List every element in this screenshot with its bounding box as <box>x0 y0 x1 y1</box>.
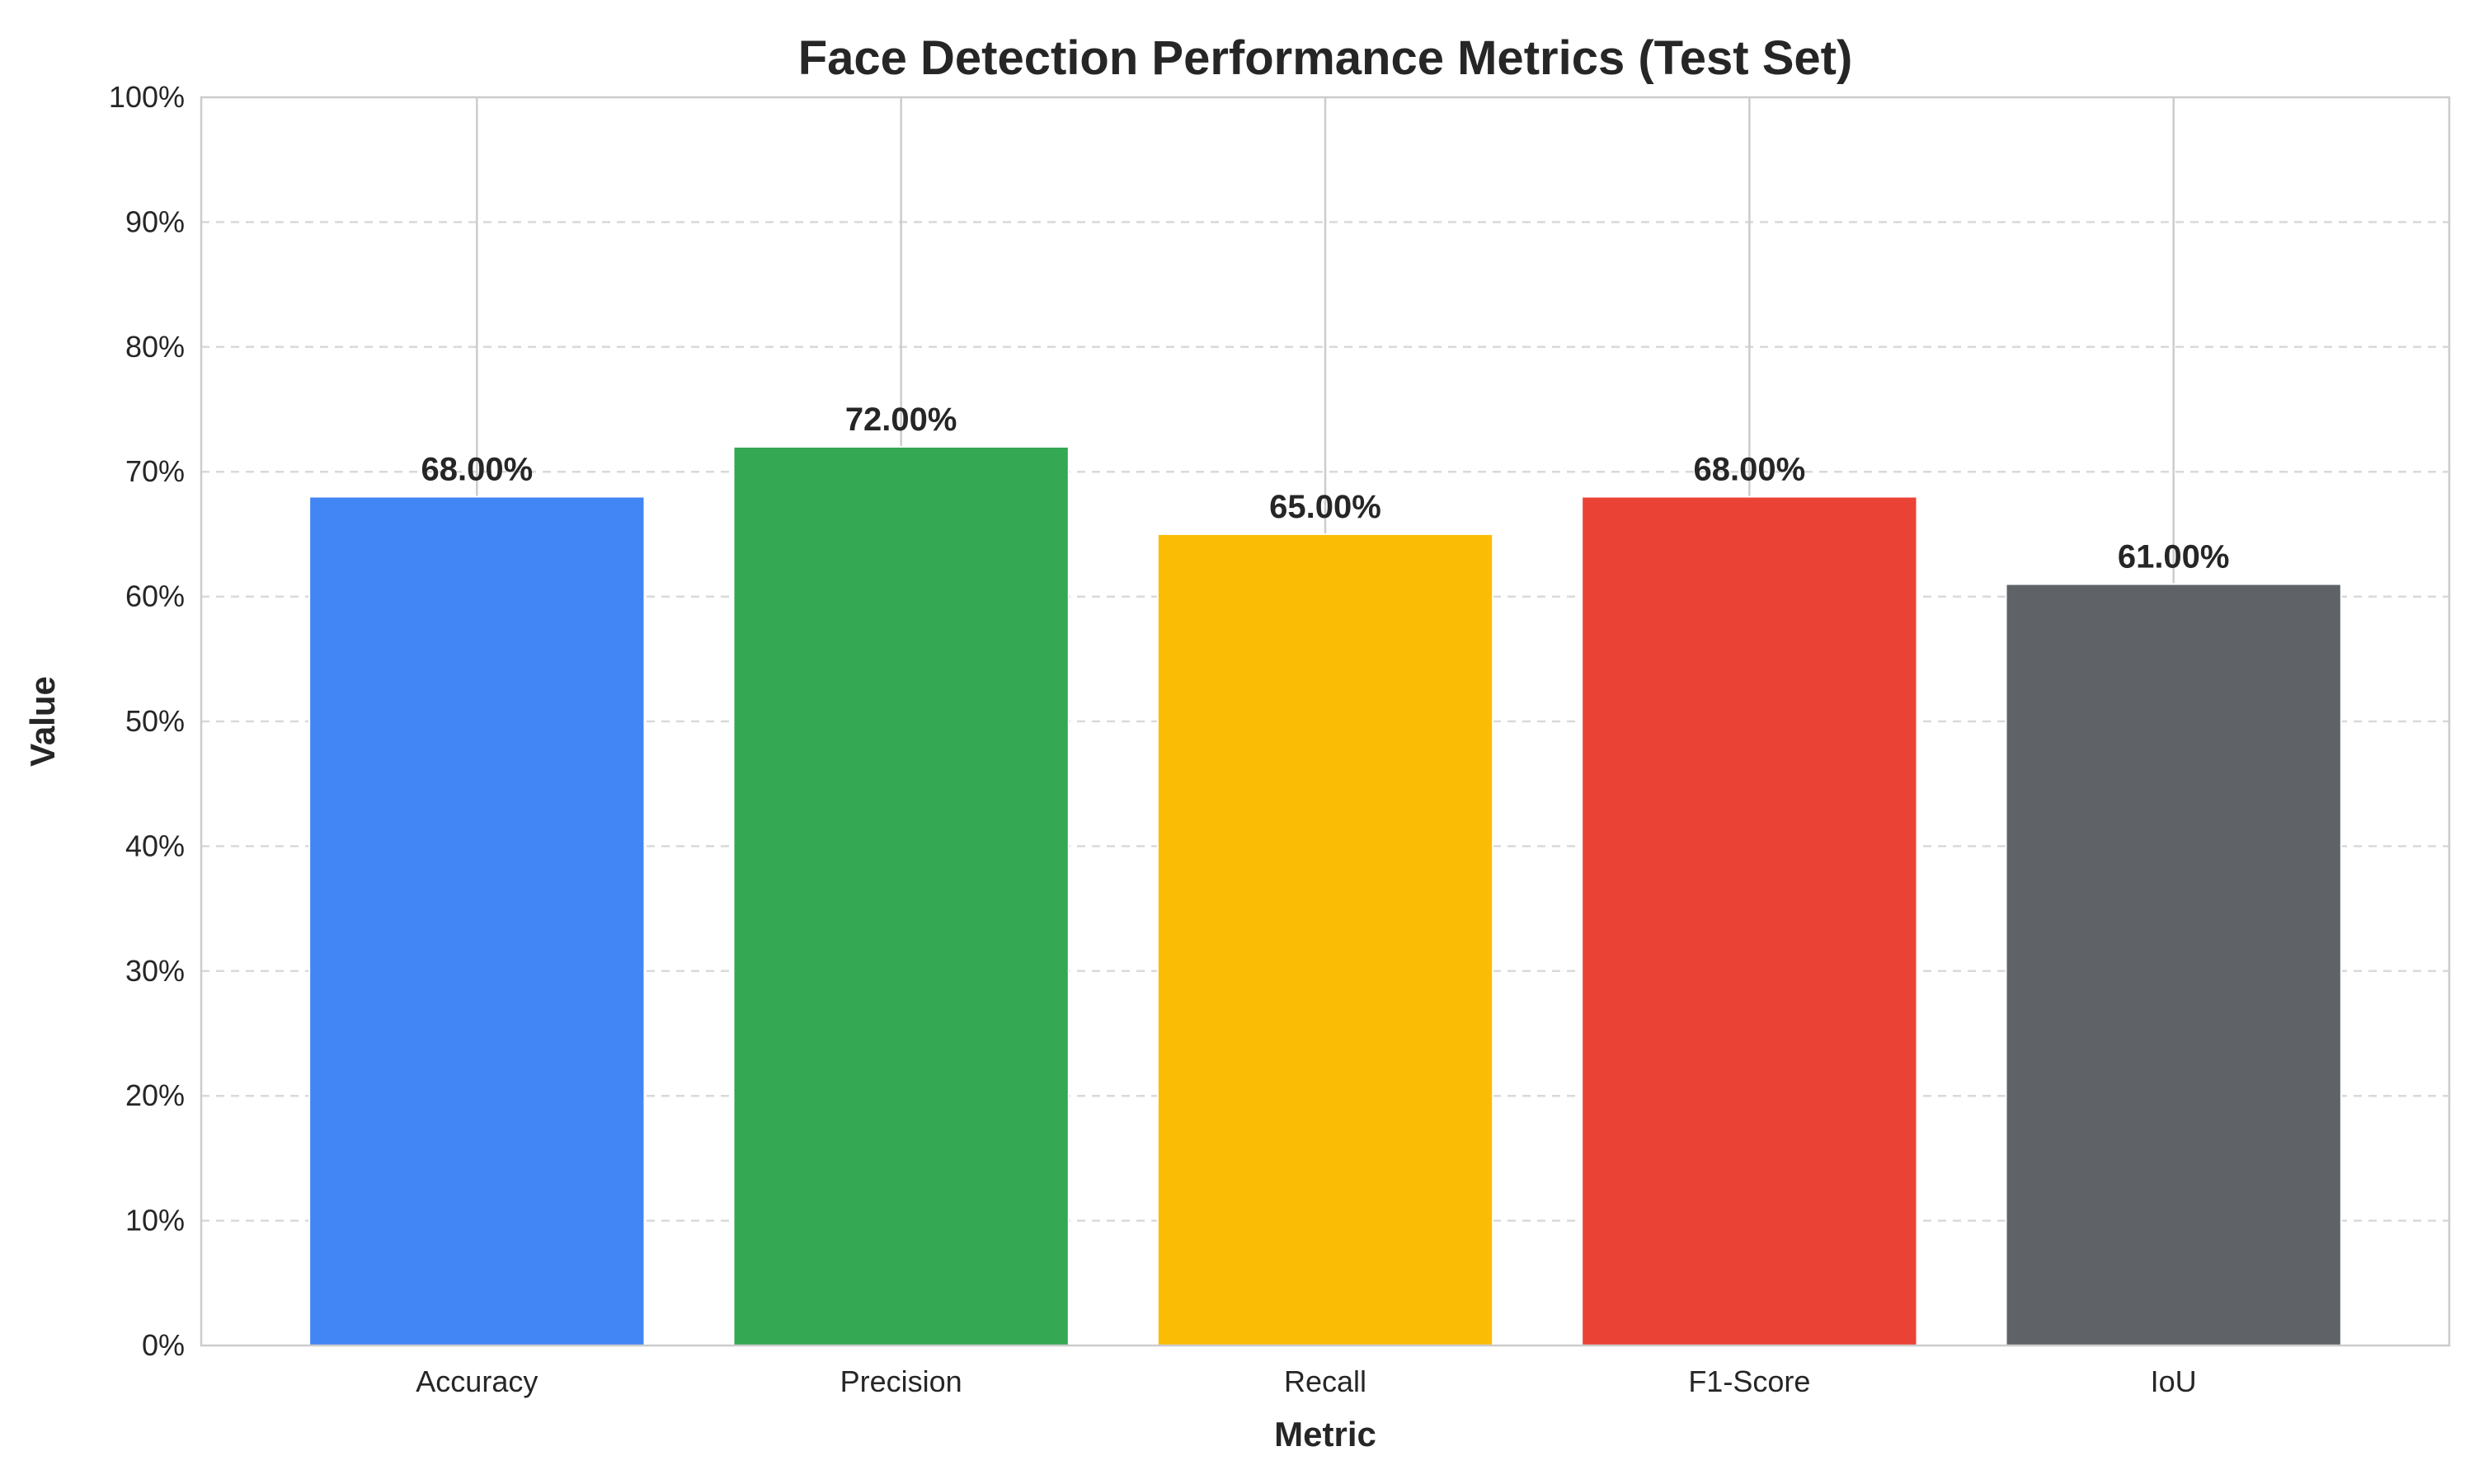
x-tick-label: Recall <box>1284 1364 1366 1398</box>
chart-title: Face Detection Performance Metrics (Test… <box>798 31 1853 85</box>
bar-accuracy <box>308 495 646 1346</box>
x-axis-title: Metric <box>1274 1415 1376 1453</box>
bars-layer <box>308 445 2342 1346</box>
y-tick-label: 50% <box>125 704 185 738</box>
y-tick-label: 10% <box>125 1204 185 1237</box>
y-tick-label: 100% <box>109 80 185 114</box>
bar-precision <box>732 445 1070 1346</box>
y-tick-label: 60% <box>125 580 185 613</box>
bar-iou <box>2005 583 2342 1346</box>
y-tick-label: 90% <box>125 204 185 238</box>
y-tick-label: 70% <box>125 454 185 488</box>
bar-value-label: 68.00% <box>1694 451 1806 487</box>
bar-recall <box>1156 533 1494 1346</box>
y-tick-label: 30% <box>125 954 185 988</box>
y-tick-label: 40% <box>125 829 185 862</box>
x-tick-label: Precision <box>840 1364 962 1398</box>
y-tick-label: 20% <box>125 1078 185 1112</box>
x-tick-label: F1-Score <box>1688 1364 1810 1398</box>
bar-value-label: 61.00% <box>2118 538 2230 575</box>
y-tick-label: 0% <box>142 1328 185 1362</box>
bar-value-label: 65.00% <box>1269 489 1381 525</box>
bar-f1-score <box>1581 495 1918 1346</box>
x-tick-label: IoU <box>2151 1364 2197 1398</box>
bar-value-label: 72.00% <box>845 402 957 438</box>
bar-value-label: 68.00% <box>421 451 533 487</box>
y-axis-title: Value <box>23 676 62 767</box>
plot-area-frame <box>200 96 2451 1347</box>
x-tick-label: Accuracy <box>416 1364 538 1398</box>
y-tick-label: 80% <box>125 330 185 364</box>
labels-layer: 0% 10% 20% 30% 40% 50% 60% 70% 80% 90% 100% Accurac… <box>109 80 2230 1398</box>
